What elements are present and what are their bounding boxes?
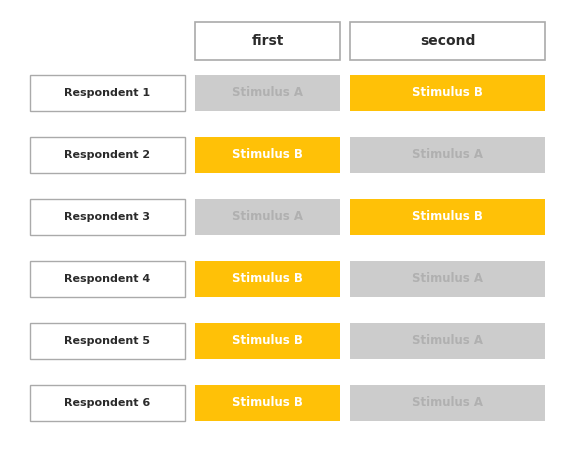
FancyBboxPatch shape xyxy=(350,22,545,60)
FancyBboxPatch shape xyxy=(195,385,340,421)
Text: Stimulus B: Stimulus B xyxy=(412,211,483,223)
FancyBboxPatch shape xyxy=(30,75,185,111)
FancyBboxPatch shape xyxy=(30,261,185,297)
FancyBboxPatch shape xyxy=(195,75,340,111)
Text: Respondent 3: Respondent 3 xyxy=(65,212,150,222)
FancyBboxPatch shape xyxy=(350,323,545,359)
Text: Stimulus B: Stimulus B xyxy=(232,272,303,286)
FancyBboxPatch shape xyxy=(195,137,340,173)
Text: Respondent 2: Respondent 2 xyxy=(65,150,150,160)
Text: Stimulus A: Stimulus A xyxy=(412,335,483,347)
Text: Respondent 6: Respondent 6 xyxy=(65,398,151,408)
FancyBboxPatch shape xyxy=(30,323,185,359)
FancyBboxPatch shape xyxy=(195,22,340,60)
FancyBboxPatch shape xyxy=(30,199,185,235)
FancyBboxPatch shape xyxy=(350,137,545,173)
Text: Stimulus B: Stimulus B xyxy=(412,87,483,99)
Text: Stimulus A: Stimulus A xyxy=(412,272,483,286)
FancyBboxPatch shape xyxy=(30,137,185,173)
Text: Respondent 1: Respondent 1 xyxy=(65,88,150,98)
Text: Stimulus A: Stimulus A xyxy=(232,211,303,223)
Text: Stimulus A: Stimulus A xyxy=(412,396,483,410)
Text: Stimulus A: Stimulus A xyxy=(232,87,303,99)
FancyBboxPatch shape xyxy=(195,261,340,297)
FancyBboxPatch shape xyxy=(350,75,545,111)
FancyBboxPatch shape xyxy=(350,261,545,297)
Text: Respondent 4: Respondent 4 xyxy=(65,274,151,284)
Text: Stimulus B: Stimulus B xyxy=(232,396,303,410)
FancyBboxPatch shape xyxy=(350,199,545,235)
FancyBboxPatch shape xyxy=(195,199,340,235)
FancyBboxPatch shape xyxy=(30,385,185,421)
Text: Respondent 5: Respondent 5 xyxy=(65,336,150,346)
Text: Stimulus A: Stimulus A xyxy=(412,148,483,162)
Text: first: first xyxy=(251,34,284,48)
Text: Stimulus B: Stimulus B xyxy=(232,148,303,162)
Text: Stimulus B: Stimulus B xyxy=(232,335,303,347)
FancyBboxPatch shape xyxy=(195,323,340,359)
FancyBboxPatch shape xyxy=(350,385,545,421)
Text: second: second xyxy=(420,34,475,48)
